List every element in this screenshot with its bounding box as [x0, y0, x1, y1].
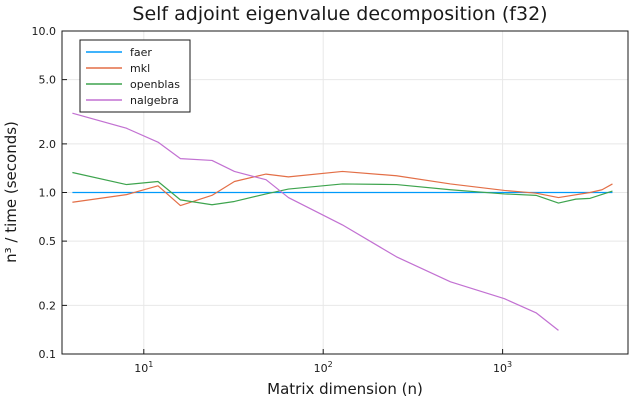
legend: faer mkl openblas nalgebra: [79, 39, 191, 113]
y-tick-label: 1.0: [39, 187, 57, 200]
series-layer: [72, 112, 613, 331]
y-tick-label: 0.2: [39, 299, 57, 312]
legend-label-faer: faer: [130, 46, 152, 59]
x-tick-label: 102: [314, 360, 333, 375]
x-tick-label: 103: [493, 360, 512, 375]
series-line-openblas: [72, 171, 613, 206]
y-tick-label: 5.0: [39, 74, 57, 87]
legend-label-mkl: mkl: [130, 62, 150, 75]
legend-label-nalgebra: nalgebra: [130, 94, 179, 107]
series-line-mkl: [72, 170, 613, 207]
y-tick-label: 0.5: [39, 235, 57, 248]
y-axis-label: n³ / time (seconds): [2, 121, 20, 263]
chart-title: Self adjoint eigenvalue decomposition (f…: [132, 3, 547, 25]
y-tick-label: 0.1: [39, 348, 57, 361]
y-tick-label: 2.0: [39, 138, 57, 151]
series-line-nalgebra: [72, 112, 559, 331]
tick-labels: 0.1 0.2 0.5 1.0 2.0 5.0 10.0 101 102 103: [32, 25, 513, 375]
x-axis-label: Matrix dimension (n): [267, 380, 423, 398]
x-tick-label: 101: [134, 360, 153, 375]
y-tick-label: 10.0: [32, 25, 57, 38]
legend-label-openblas: openblas: [130, 78, 180, 91]
